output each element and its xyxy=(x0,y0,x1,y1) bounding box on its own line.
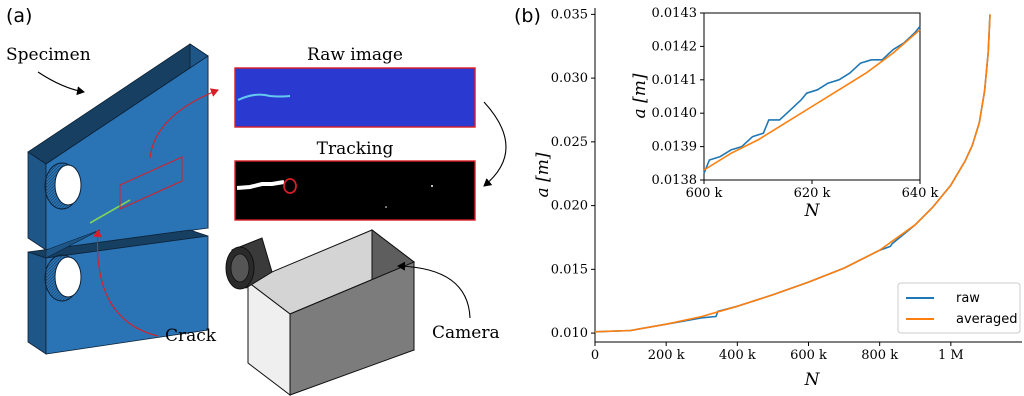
inset-series-raw xyxy=(703,25,921,174)
main-ytick-label: 0.025 xyxy=(551,135,588,150)
crack-label: Crack xyxy=(165,326,217,346)
main-xtick-label: 400 k xyxy=(719,348,756,363)
tracking-image xyxy=(234,160,476,221)
roi-arrow xyxy=(149,88,219,159)
inset-series xyxy=(703,25,921,174)
inset-frame xyxy=(703,12,921,181)
inset-ylabel: a [m] xyxy=(630,73,650,118)
panel-a-label: (a) xyxy=(6,5,32,27)
raw-image-label: Raw image xyxy=(307,45,403,65)
specimen-arrow xyxy=(37,71,85,96)
camera-icon xyxy=(225,228,415,396)
raw-image xyxy=(234,67,476,128)
inset-ytick-label: 0.0140 xyxy=(652,106,698,121)
panel-a: (a) Specimen Crack Raw imag xyxy=(6,5,507,396)
main-xtick-label: 800 k xyxy=(861,348,898,363)
main-series xyxy=(594,14,991,333)
tracking-label: Tracking xyxy=(317,139,394,159)
legend-raw-label: raw xyxy=(956,291,980,306)
crack-line xyxy=(89,199,131,224)
specimen-lower xyxy=(27,229,209,355)
inset-ytick-label: 0.0141 xyxy=(652,73,698,88)
main-ylabel: a [m] xyxy=(533,152,553,197)
legend: raw averaged xyxy=(897,282,1021,334)
crack-arrow xyxy=(93,229,159,337)
main-xtick-label: 600 k xyxy=(790,348,827,363)
main-xtick-label: 0 xyxy=(591,348,599,363)
process-arrow xyxy=(483,101,507,187)
inset-ytick-label: 0.0139 xyxy=(652,140,698,155)
specimen-label: Specimen xyxy=(6,45,91,65)
inset-xtick-label: 640 k xyxy=(902,186,939,201)
main-ytick-label: 0.015 xyxy=(551,262,588,277)
panel-b: (b) 0 200 k 400 k 600 k 800 k 1 M 0.010 0.015 0.… xyxy=(514,5,1022,390)
inset-xtick-label: 620 k xyxy=(794,186,831,201)
main-ytick-label: 0.035 xyxy=(551,7,588,22)
inset-xlabel: N xyxy=(804,201,821,221)
inset-ytick-label: 0.0143 xyxy=(652,6,698,21)
main-ticks: 0 200 k 400 k 600 k 800 k 1 M 0.010 0.015 0.020 0… xyxy=(551,7,964,363)
camera-arrow xyxy=(397,261,471,319)
inset-chart: 600 k 620 k 640 k 0.0138 0.0139 0.0140 0.0141 0… xyxy=(630,6,939,221)
inset-xtick-label: 600 k xyxy=(686,186,723,201)
main-series-averaged xyxy=(594,14,991,333)
legend-averaged-label: averaged xyxy=(956,312,1017,327)
inset-ytick-label: 0.0142 xyxy=(652,39,698,54)
main-chart: 0 200 k 400 k 600 k 800 k 1 M 0.010 0.015 0.020 0… xyxy=(533,7,1022,390)
main-ytick-label: 0.030 xyxy=(551,71,588,86)
roi-box xyxy=(119,156,183,210)
main-xlabel: N xyxy=(804,370,821,390)
inset-series-averaged xyxy=(703,29,921,171)
specimen-upper xyxy=(27,43,209,251)
camera-label: Camera xyxy=(432,323,500,343)
inset-ytick-label: 0.0138 xyxy=(652,173,698,188)
inset-ticks: 600 k 620 k 640 k 0.0138 0.0139 0.0140 0.0141 0… xyxy=(652,6,939,201)
main-ytick-label: 0.010 xyxy=(551,326,588,341)
panel-b-label: (b) xyxy=(514,5,541,27)
main-xtick-label: 1 M xyxy=(938,348,964,363)
main-xtick-label: 200 k xyxy=(648,348,685,363)
main-ytick-label: 0.020 xyxy=(551,199,588,214)
